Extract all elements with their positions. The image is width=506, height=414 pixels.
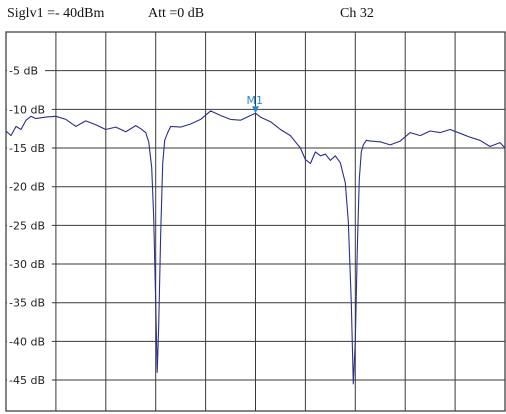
tick-label-background [7,141,52,156]
tick-label-background [7,102,52,117]
trace-line [5,110,506,385]
attenuation-label: Att =0 dB [148,6,205,21]
y-tick-label: -45 dB [9,374,45,387]
y-tick-label: -10 dB [9,103,45,116]
signal-level-label: Siglv1 =- 40dBm [7,6,105,21]
y-tick-label: -35 dB [9,297,45,310]
y-tick-label: -15 dB [9,142,45,155]
marker-label: M1 [247,94,264,107]
header-bar: Siglv1 =- 40dBm Att =0 dB Ch 32 [0,0,506,30]
tick-label-background [7,295,52,310]
tick-label-background [7,334,52,349]
y-tick-label: -40 dB [9,335,45,348]
tick-label-background [7,373,52,388]
y-tick-label: -25 dB [9,219,45,232]
tick-label-background [7,218,52,233]
tick-label-background [7,257,52,272]
channel-label: Ch 32 [340,6,374,21]
y-tick-label: -5 dB [9,65,38,78]
tick-label-background [7,179,52,194]
tick-label-background [7,63,45,78]
y-tick-label: -30 dB [9,258,45,271]
marker-triangle [252,106,259,114]
y-tick-label: -20 dB [9,181,45,194]
